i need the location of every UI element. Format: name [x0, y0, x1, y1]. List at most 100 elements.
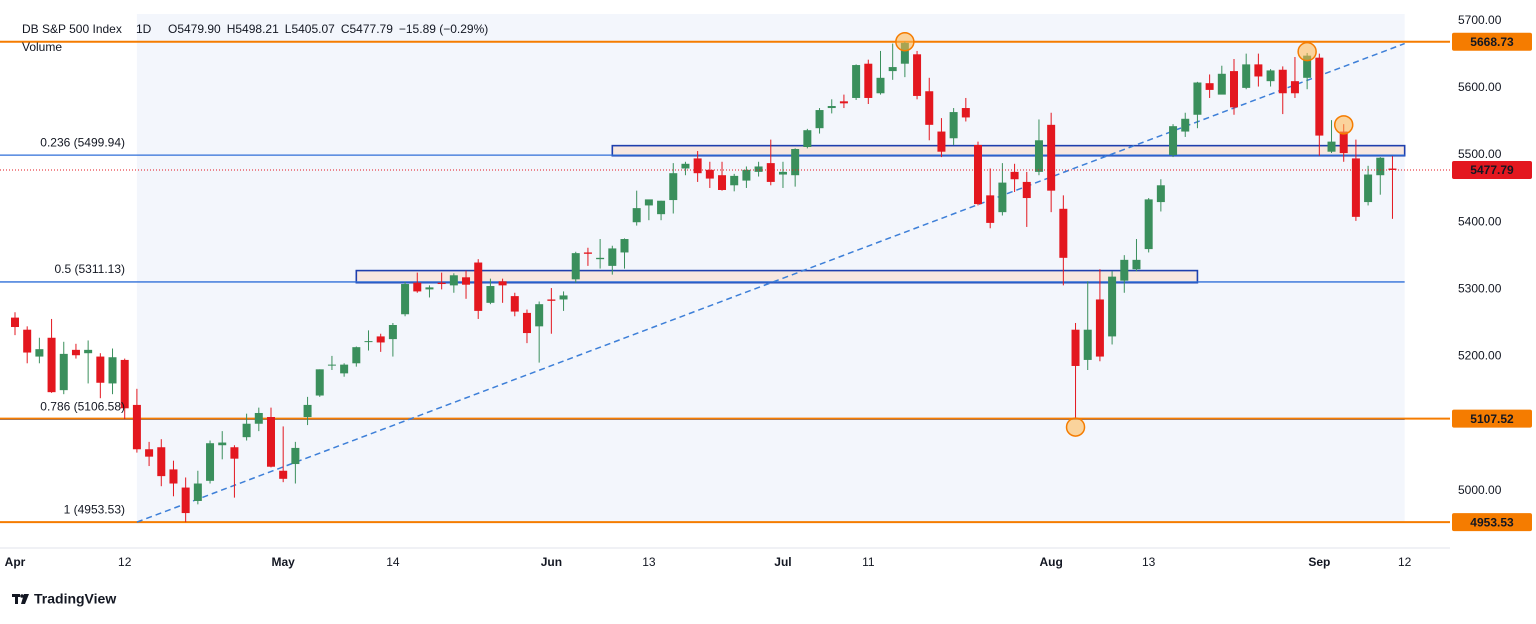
- candle-body: [1120, 259, 1129, 281]
- candle-body: [59, 353, 68, 391]
- candle-body: [1022, 181, 1031, 199]
- candle-body: [157, 447, 166, 477]
- candle-body: [1364, 174, 1373, 203]
- candle-body: [474, 262, 483, 311]
- header-value: −15.89 (−0.29%): [399, 22, 488, 36]
- candle-body: [681, 163, 690, 169]
- candle-body: [1193, 82, 1202, 115]
- price-box-label: 4953.53: [1470, 515, 1514, 529]
- plot-layer: [0, 14, 1450, 524]
- brand-logo: [12, 594, 29, 604]
- y-tick-label: 5000.00: [1458, 483, 1502, 497]
- candle-body: [1278, 69, 1287, 94]
- candle-body: [657, 200, 666, 215]
- x-tick-label: 12: [118, 555, 132, 569]
- candle-body: [340, 364, 349, 374]
- candle-body: [1315, 57, 1324, 136]
- candle-body: [803, 130, 812, 147]
- candle-body: [1242, 64, 1251, 88]
- candle-body: [498, 281, 507, 286]
- candle-body: [1388, 168, 1397, 170]
- candle-body: [1156, 185, 1165, 203]
- x-tick-label: 12: [1398, 555, 1412, 569]
- candle-body: [388, 324, 397, 340]
- candle-body: [535, 304, 544, 327]
- candle-body: [1303, 55, 1312, 78]
- candle-body: [254, 412, 263, 424]
- x-tick-label: 14: [386, 555, 400, 569]
- x-tick-label: Apr: [5, 555, 26, 569]
- candle-body: [462, 277, 471, 285]
- price-box-label: 5668.73: [1470, 35, 1514, 49]
- highlight-marker: [895, 31, 915, 52]
- candle-body: [742, 169, 751, 181]
- price-box: [1452, 32, 1532, 51]
- candle-body: [718, 175, 727, 190]
- x-tick-label: Aug: [1039, 555, 1062, 569]
- zone: [355, 269, 1199, 284]
- header-value: O5479.90: [168, 22, 221, 36]
- header-value: L5405.07: [285, 22, 335, 36]
- chart-title: DB S&P 500 Index: [22, 22, 122, 36]
- candle-body: [986, 195, 995, 223]
- price-box: [1452, 409, 1532, 428]
- candle-body: [1034, 140, 1043, 172]
- candle-body: [522, 312, 531, 334]
- candle-body: [1010, 171, 1019, 180]
- candle-body: [1132, 259, 1141, 270]
- candle-body: [925, 91, 934, 125]
- candle-body: [778, 171, 787, 175]
- candle-body: [827, 106, 836, 109]
- candle-body: [1059, 208, 1068, 258]
- x-tick-label: Jul: [774, 555, 791, 569]
- y-tick-label: 5400.00: [1458, 214, 1502, 228]
- candle-body: [559, 295, 568, 300]
- candle-body: [437, 282, 446, 285]
- fib-background: [136, 14, 1405, 523]
- candle-body: [425, 287, 434, 290]
- candle-body: [11, 317, 19, 328]
- candle-body: [23, 329, 32, 353]
- volume-label: Volume: [22, 40, 62, 54]
- candle-body: [852, 65, 861, 98]
- candle-body: [1181, 118, 1190, 132]
- candle-body: [230, 447, 239, 459]
- candle-body: [913, 54, 922, 96]
- header-value: C5477.79: [341, 22, 393, 36]
- trendline: [136, 42, 1405, 523]
- candle-body: [181, 487, 190, 514]
- candle-body: [279, 470, 288, 479]
- brand: TradingView: [34, 591, 116, 607]
- candle-body: [1169, 126, 1178, 156]
- candle-body: [839, 101, 848, 104]
- candle-body: [888, 67, 897, 72]
- candle-body: [242, 423, 251, 438]
- candle-body: [1351, 158, 1360, 217]
- candle-body: [583, 252, 592, 254]
- logo-part: [21, 594, 29, 604]
- candle-body: [961, 108, 970, 118]
- x-tick-label: Jun: [541, 555, 562, 569]
- price-box: [1452, 160, 1532, 179]
- y-tick-label: 5600.00: [1458, 80, 1502, 94]
- candle-body: [766, 163, 775, 182]
- fib-label: 1 (4953.53): [64, 502, 125, 516]
- highlight-marker: [1333, 115, 1354, 135]
- candle-body: [1205, 83, 1214, 90]
- candle-body: [35, 349, 44, 357]
- candle-body: [413, 282, 422, 292]
- candle-body: [754, 166, 763, 172]
- candle-body: [169, 469, 178, 484]
- candle-body: [974, 144, 983, 205]
- candle-body: [108, 357, 117, 384]
- candle-body: [145, 449, 154, 457]
- candle-body: [486, 286, 495, 303]
- candle-body: [96, 356, 105, 383]
- candle-body: [596, 257, 605, 260]
- fib-label: 0.5 (5311.13): [55, 262, 126, 276]
- candle-body: [132, 404, 141, 450]
- candle-body: [693, 158, 702, 174]
- candle-body: [1071, 329, 1080, 366]
